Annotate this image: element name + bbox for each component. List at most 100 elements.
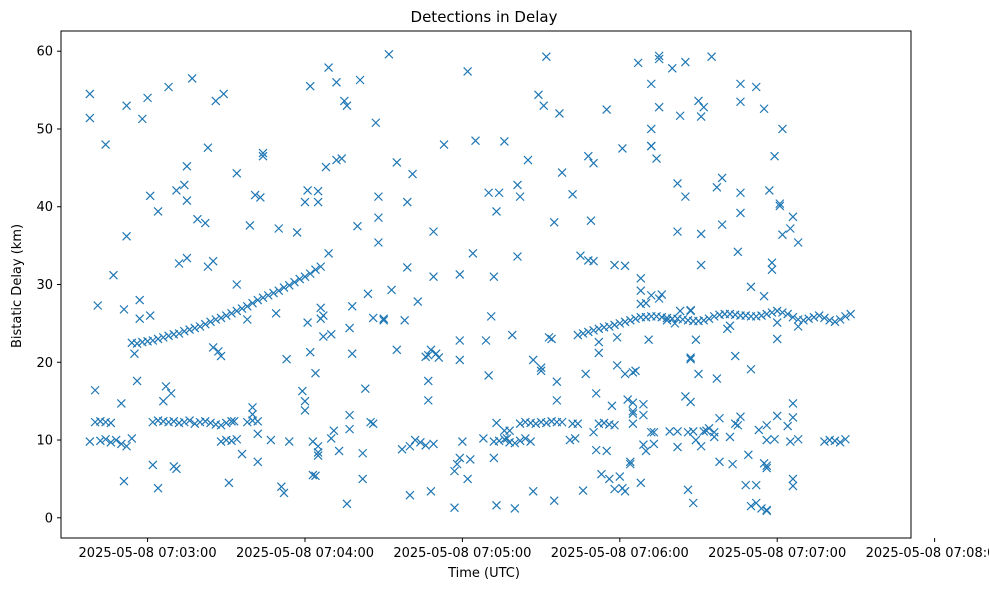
data-point-x-marker	[615, 318, 625, 328]
data-point-x-marker	[229, 416, 239, 426]
data-point-x-marker	[237, 304, 247, 314]
data-point-x-marker	[355, 75, 365, 85]
data-point-x-marker	[379, 314, 389, 324]
data-point-x-marker	[374, 213, 383, 223]
data-point-x-marker	[258, 148, 268, 158]
data-point-x-marker	[295, 274, 305, 284]
data-point-x-marker	[686, 353, 696, 363]
data-point-x-marker	[686, 354, 696, 364]
data-point-x-marker	[799, 315, 808, 325]
data-point-x-marker	[615, 472, 625, 481]
data-point-x-marker	[216, 351, 226, 361]
data-point-x-marker	[439, 140, 449, 149]
data-point-x-marker	[174, 329, 184, 338]
data-point-x-marker	[793, 238, 803, 247]
data-point-x-marker	[232, 306, 242, 316]
data-point-x-marker	[728, 459, 738, 469]
data-point-x-marker	[840, 434, 850, 444]
data-point-x-marker	[646, 79, 656, 89]
data-point-x-marker	[423, 395, 433, 405]
data-point-x-marker	[696, 441, 706, 451]
data-point-x-marker	[536, 366, 546, 376]
data-point-x-marker	[694, 96, 703, 106]
data-point-x-marker	[484, 188, 494, 198]
data-point-x-marker	[284, 437, 294, 447]
data-point-x-marker	[617, 143, 627, 153]
data-point-x-marker	[166, 388, 176, 398]
data-point-x-marker	[434, 353, 444, 363]
data-point-x-marker	[379, 315, 389, 325]
data-point-x-marker	[667, 63, 677, 73]
data-point-x-marker	[528, 486, 538, 496]
y-tick-label: 30	[36, 278, 53, 293]
data-point-x-marker	[759, 104, 769, 114]
data-point-x-marker	[429, 227, 438, 237]
data-point-x-marker	[190, 419, 200, 429]
data-point-x-marker	[641, 446, 651, 456]
data-point-x-marker	[203, 143, 213, 153]
data-point-x-marker	[589, 256, 598, 266]
data-point-x-marker	[736, 208, 745, 218]
data-point-x-marker	[699, 102, 709, 112]
data-point-x-marker	[775, 199, 785, 209]
data-point-x-marker	[770, 434, 780, 444]
data-point-x-marker	[208, 256, 218, 266]
data-point-x-marker	[594, 337, 604, 347]
chart-title: Detections in Delay	[411, 8, 558, 26]
data-point-x-marker	[539, 101, 549, 111]
data-point-x-marker	[279, 283, 289, 293]
data-point-x-marker	[463, 67, 473, 76]
data-point-x-marker	[116, 399, 126, 408]
data-point-x-marker	[253, 295, 263, 305]
x-axis: 2025-05-08 07:03:00 2025-05-08 07:04:00 20…	[79, 538, 989, 561]
data-point-x-marker	[316, 262, 326, 272]
data-point-x-marker	[242, 417, 252, 427]
data-point-x-marker	[840, 311, 850, 321]
data-point-x-marker	[757, 504, 766, 513]
data-point-x-marker	[145, 191, 155, 201]
data-point-x-marker	[743, 450, 753, 460]
data-point-x-marker	[494, 188, 504, 198]
data-point-x-marker	[374, 192, 383, 202]
data-point-x-marker	[158, 332, 168, 342]
data-point-x-marker	[633, 58, 643, 68]
data-point-x-marker	[602, 105, 612, 114]
data-point-x-marker	[736, 412, 745, 422]
data-point-x-marker	[541, 52, 551, 62]
data-point-x-marker	[625, 459, 635, 469]
data-point-x-marker	[221, 311, 231, 321]
data-point-x-marker	[253, 416, 263, 426]
data-point-x-marker	[715, 457, 724, 467]
data-point-x-marker	[397, 444, 407, 454]
data-point-x-marker	[589, 158, 598, 168]
data-point-x-marker	[182, 161, 192, 171]
data-point-x-marker	[809, 312, 819, 322]
data-point-x-marker	[733, 247, 743, 257]
data-point-x-marker	[762, 506, 772, 516]
data-point-x-marker	[471, 136, 480, 146]
data-point-x-marker	[688, 427, 698, 436]
data-point-x-marker	[109, 270, 118, 280]
data-point-x-marker	[206, 418, 215, 428]
data-point-x-marker	[583, 327, 593, 337]
data-point-x-marker	[586, 216, 596, 226]
data-point-x-marker	[135, 295, 145, 305]
data-point-x-marker	[846, 309, 856, 319]
data-point-x-marker	[531, 419, 541, 429]
data-point-x-marker	[751, 480, 761, 490]
data-point-x-marker	[746, 501, 756, 511]
y-tick-label: 60	[36, 45, 53, 60]
data-point-x-marker	[200, 416, 210, 426]
data-point-x-marker	[308, 470, 318, 480]
data-point-x-marker	[696, 260, 706, 270]
data-point-x-marker	[387, 285, 396, 295]
data-point-x-marker	[127, 434, 137, 443]
data-point-x-marker	[423, 376, 433, 386]
data-point-x-marker	[374, 238, 383, 247]
data-point-x-marker	[421, 441, 431, 450]
data-point-x-marker	[783, 421, 793, 431]
data-point-x-marker	[557, 417, 567, 427]
data-point-x-marker	[696, 229, 706, 239]
data-point-x-marker	[646, 290, 656, 300]
data-point-x-marker	[762, 463, 772, 473]
